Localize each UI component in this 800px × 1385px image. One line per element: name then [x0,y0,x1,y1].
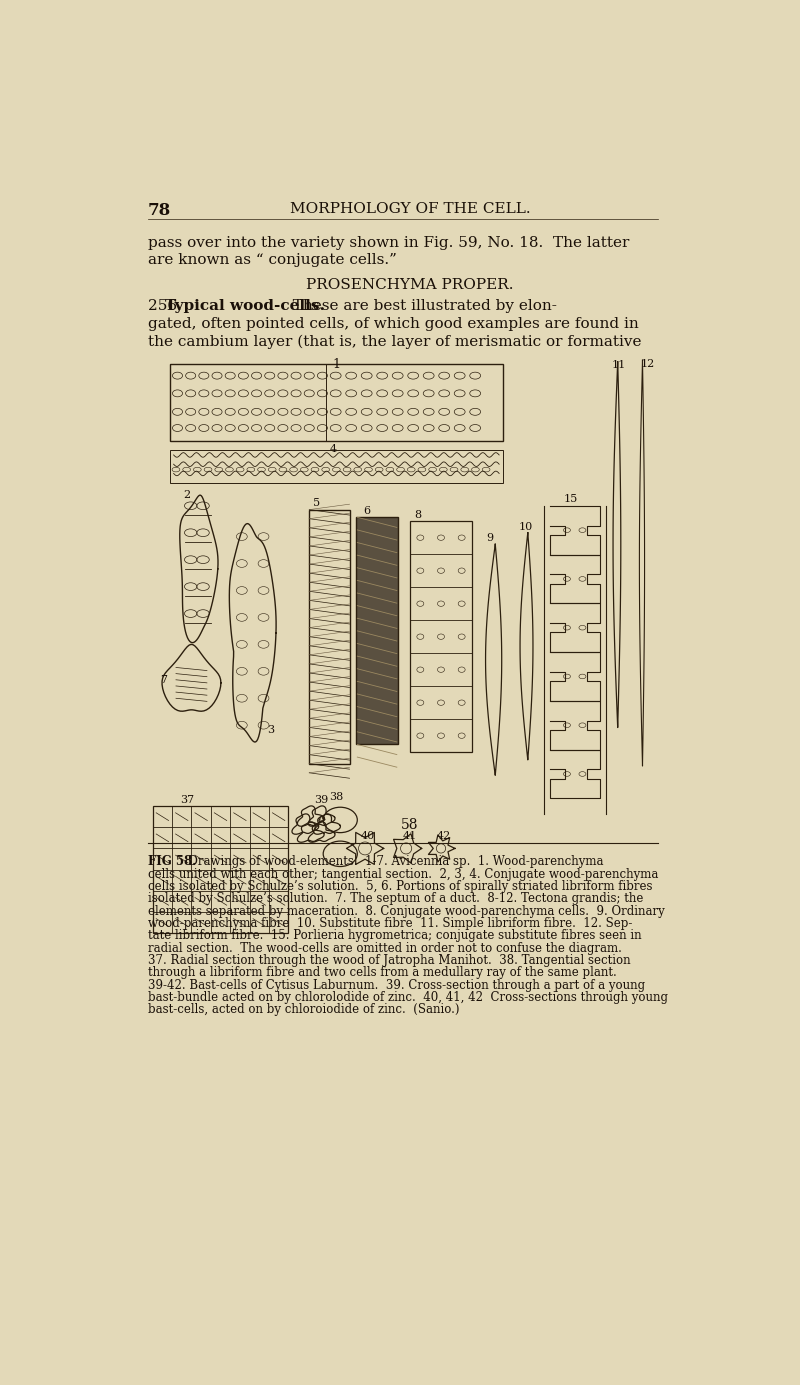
Text: bast-bundle acted on by chlorolodide of zinc.  40, 41, 42  Cross-sections throug: bast-bundle acted on by chlorolodide of … [148,990,668,1004]
Text: through a libriform fibre and two cells from a medullary ray of the same plant.: through a libriform fibre and two cells … [148,967,617,979]
Text: 3: 3 [266,726,274,735]
Text: 15: 15 [563,494,578,504]
Text: 39-42. Bast-cells of Cytisus Laburnum.  39. Cross-section through a part of a yo: 39-42. Bast-cells of Cytisus Laburnum. 3… [148,979,645,992]
Text: 9: 9 [486,533,493,543]
Bar [170,364,326,440]
Text: 58: 58 [402,819,418,832]
Text: 11: 11 [611,360,626,370]
Text: the cambium layer (that is, the layer of merismatic or formative: the cambium layer (that is, the layer of… [148,335,642,349]
Text: wood-parenchyma fibre  10. Substitute fibre  11. Simple libriform fibre.  12. Se: wood-parenchyma fibre 10. Substitute fib… [148,917,633,929]
Text: isolated by Schulze’s solution.  7. The septum of a duct.  8-12. Tectona grandis: isolated by Schulze’s solution. 7. The s… [148,892,643,906]
Text: Typical wood-cells.: Typical wood-cells. [165,299,325,313]
Text: 10: 10 [518,522,533,532]
Text: tate libriform fibre.  15. Porlieria hygrometrica; conjugate substitute fibres s: tate libriform fibre. 15. Porlieria hygr… [148,929,642,942]
Text: 256.: 256. [148,299,197,313]
Text: 42: 42 [437,831,451,842]
Text: 5: 5 [313,499,320,508]
Ellipse shape [436,843,446,853]
Bar [410,521,472,752]
Text: 78: 78 [148,202,171,219]
Text: cells isolated by Schulze’s solution.  5, 6. Portions of spirally striated libri: cells isolated by Schulze’s solution. 5,… [148,879,653,893]
Text: are known as “ conjugate cells.”: are known as “ conjugate cells.” [148,253,397,267]
Text: 41: 41 [402,831,417,842]
Ellipse shape [358,842,371,855]
Text: 4: 4 [330,445,337,454]
Text: 12: 12 [641,359,655,368]
Text: bast-cells, acted on by chloroiodide of zinc.  (Sanio.): bast-cells, acted on by chloroiodide of … [148,1003,459,1017]
Text: 1: 1 [332,357,340,371]
Text: pass over into the variety shown in Fig. 59, No. 18.  The latter: pass over into the variety shown in Fig.… [148,235,630,249]
Text: PROSENCHYMA PROPER.: PROSENCHYMA PROPER. [306,278,514,292]
Text: 39: 39 [314,795,328,805]
Text: 2: 2 [184,490,191,500]
Text: FIG 58.: FIG 58. [148,856,196,868]
Bar [153,806,288,933]
Text: 38: 38 [329,792,343,802]
Text: 37. Radial section through the wood of Jatropha Manihot.  38. Tangential section: 37. Radial section through the wood of J… [148,954,630,967]
Text: gated, often pointed cells, of which good examples are found in: gated, often pointed cells, of which goo… [148,317,638,331]
Bar [356,518,398,745]
Bar [170,450,503,482]
Text: These are best illustrated by elon-: These are best illustrated by elon- [283,299,557,313]
Bar [170,364,503,440]
Text: 8: 8 [414,510,421,519]
Text: cells united with each other; tangential section.  2, 3, 4. Conjugate wood-paren: cells united with each other; tangential… [148,867,658,881]
Text: Drawings of wood-elements.  1-7. Avicennia sp.  1. Wood-parenchyma: Drawings of wood-elements. 1-7. Avicenni… [181,856,603,868]
Text: MORPHOLOGY OF THE CELL.: MORPHOLOGY OF THE CELL. [290,202,530,216]
Text: radial section.  The wood-cells are omitted in order not to confuse the diagram.: radial section. The wood-cells are omitt… [148,942,622,954]
Text: 40: 40 [361,831,375,842]
Bar [310,510,350,763]
Text: 7: 7 [161,674,167,686]
Text: 37: 37 [180,795,194,805]
Ellipse shape [401,843,412,855]
Text: 6: 6 [363,506,370,515]
Text: elements separated by maceration.  8. Conjugate wood-parenchyma cells.  9. Ordin: elements separated by maceration. 8. Con… [148,904,665,918]
